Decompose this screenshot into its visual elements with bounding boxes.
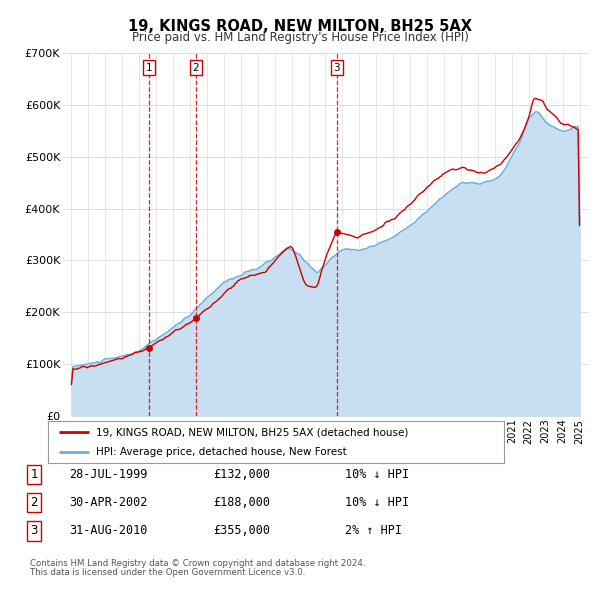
Point [191, 314, 200, 323]
Text: 28-JUL-1999: 28-JUL-1999 [69, 468, 148, 481]
Text: HPI: Average price, detached house, New Forest: HPI: Average price, detached house, New … [96, 447, 347, 457]
Text: £355,000: £355,000 [213, 525, 270, 537]
Text: 19, KINGS ROAD, NEW MILTON, BH25 5AX: 19, KINGS ROAD, NEW MILTON, BH25 5AX [128, 19, 472, 34]
Text: 2: 2 [31, 496, 38, 509]
Text: £132,000: £132,000 [213, 468, 270, 481]
Text: 2% ↑ HPI: 2% ↑ HPI [345, 525, 402, 537]
Text: 1: 1 [146, 63, 152, 73]
Text: 30-APR-2002: 30-APR-2002 [69, 496, 148, 509]
Text: 31-AUG-2010: 31-AUG-2010 [69, 525, 148, 537]
Text: Contains HM Land Registry data © Crown copyright and database right 2024.: Contains HM Land Registry data © Crown c… [30, 559, 365, 568]
Text: This data is licensed under the Open Government Licence v3.0.: This data is licensed under the Open Gov… [30, 568, 305, 577]
Text: 10% ↓ HPI: 10% ↓ HPI [345, 468, 409, 481]
Text: 1: 1 [31, 468, 38, 481]
Text: 10% ↓ HPI: 10% ↓ HPI [345, 496, 409, 509]
Text: 3: 3 [31, 525, 38, 537]
Text: 19, KINGS ROAD, NEW MILTON, BH25 5AX (detached house): 19, KINGS ROAD, NEW MILTON, BH25 5AX (de… [96, 427, 408, 437]
Text: 3: 3 [334, 63, 340, 73]
Point [144, 343, 154, 352]
Text: 2: 2 [192, 63, 199, 73]
Text: Price paid vs. HM Land Registry's House Price Index (HPI): Price paid vs. HM Land Registry's House … [131, 31, 469, 44]
Point [332, 227, 341, 237]
Text: £188,000: £188,000 [213, 496, 270, 509]
